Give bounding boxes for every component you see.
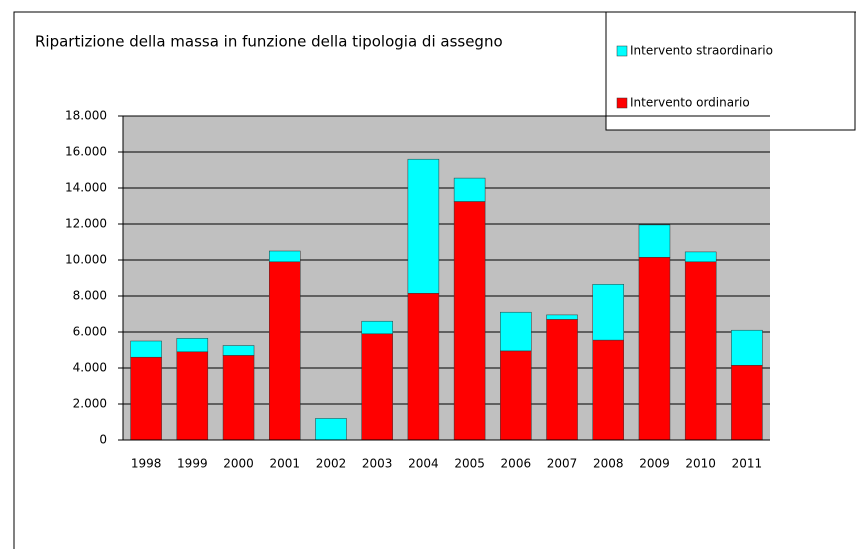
- x-tick-label: 2009: [639, 457, 670, 471]
- x-tick-label: 2006: [501, 457, 532, 471]
- legend-label: Intervento ordinario: [630, 96, 750, 110]
- y-tick-label: 10.000: [65, 253, 107, 267]
- bar-segment: [222, 355, 255, 441]
- chart-title: Ripartizione della massa in funzione del…: [35, 33, 503, 51]
- bar-segment: [500, 311, 532, 352]
- bar-segment: [407, 158, 440, 294]
- bar-segment: [638, 224, 671, 258]
- x-tick-label: 2005: [454, 457, 485, 471]
- bar-segment: [731, 329, 763, 366]
- y-tick-label: 12.000: [65, 217, 107, 231]
- bar-segment: [592, 339, 624, 441]
- bar-segment: [546, 319, 578, 441]
- y-tick-label: 0: [99, 433, 107, 447]
- x-tick-label: 1998: [131, 457, 162, 471]
- bar-segment: [546, 314, 578, 320]
- x-tick-label: 2007: [547, 457, 578, 471]
- bar-segment: [222, 345, 255, 356]
- legend-swatch: [616, 97, 628, 109]
- bar-segment: [500, 350, 532, 441]
- x-tick-label: 2003: [362, 457, 393, 471]
- bar-segment: [453, 177, 486, 202]
- bar-segment: [315, 418, 347, 441]
- bar-segment: [407, 293, 440, 441]
- bar-segment: [592, 284, 624, 341]
- bar-segment: [638, 257, 671, 441]
- y-tick-label: 14.000: [65, 181, 107, 195]
- x-tick-label: 2011: [732, 457, 763, 471]
- bar-segment: [361, 320, 393, 335]
- x-tick-label: 2000: [223, 457, 254, 471]
- bar-segment: [176, 351, 209, 441]
- legend-label: Intervento straordinario: [630, 44, 773, 58]
- y-tick-label: 4.000: [73, 361, 107, 375]
- y-tick-label: 2.000: [73, 397, 107, 411]
- bar-segment: [361, 333, 393, 441]
- frame: [13, 11, 856, 549]
- bar-segment: [453, 201, 486, 441]
- y-tick-label: 18.000: [65, 109, 107, 123]
- x-tick-label: 2010: [685, 457, 716, 471]
- legend-swatch: [616, 45, 628, 57]
- bar-segment: [130, 340, 162, 358]
- bar-segment: [684, 261, 717, 441]
- bar-segment: [269, 261, 301, 441]
- x-tick-label: 2004: [408, 457, 439, 471]
- x-tick-label: 1999: [177, 457, 208, 471]
- bar-segment: [269, 250, 301, 263]
- y-tick-label: 8.000: [73, 289, 107, 303]
- bar-segment: [731, 365, 763, 441]
- y-tick-label: 6.000: [73, 325, 107, 339]
- plot-area: [123, 116, 770, 440]
- x-tick-label: 2001: [269, 457, 300, 471]
- y-tick-label: 16.000: [65, 145, 107, 159]
- bar-segment: [130, 356, 162, 441]
- bar-segment: [176, 338, 209, 353]
- x-tick-label: 2008: [593, 457, 624, 471]
- bar-segment: [684, 251, 717, 263]
- x-tick-label: 2002: [316, 457, 347, 471]
- legend: [605, 11, 856, 131]
